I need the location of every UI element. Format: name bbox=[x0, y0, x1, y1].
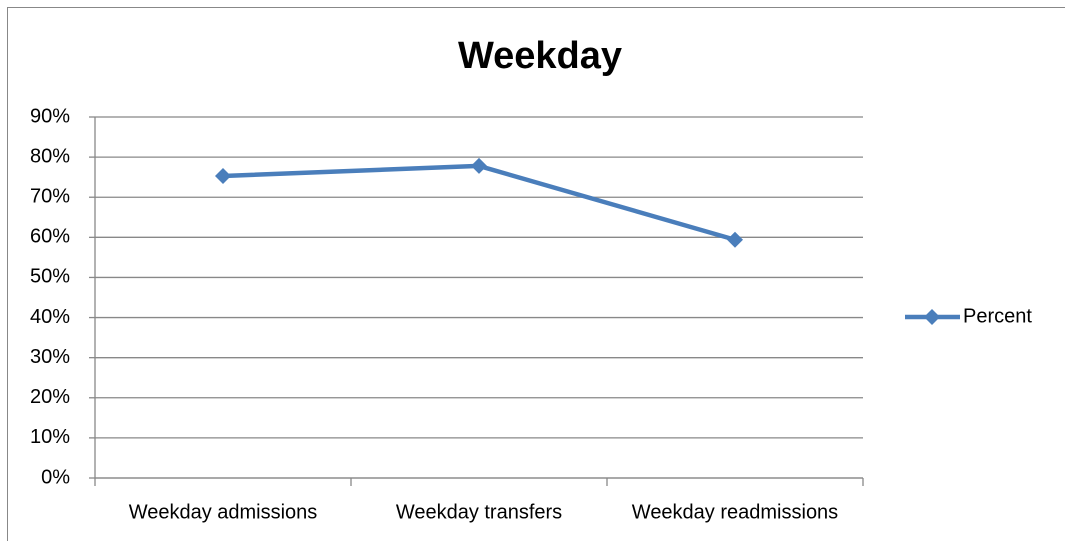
data-point bbox=[215, 167, 231, 184]
x-tick-label: Weekday readmissions bbox=[632, 501, 838, 523]
legend-label: Percent bbox=[963, 305, 1032, 327]
y-tick-label: 10% bbox=[30, 426, 70, 448]
y-tick-label: 70% bbox=[30, 186, 70, 208]
x-tick-label: Weekday transfers bbox=[396, 501, 562, 523]
data-point bbox=[471, 157, 487, 174]
y-tick-label: 20% bbox=[30, 386, 70, 408]
chart-title: Weekday bbox=[458, 35, 622, 77]
y-tick-label: 80% bbox=[30, 145, 70, 167]
y-tick-label: 90% bbox=[30, 105, 70, 127]
y-tick-label: 0% bbox=[41, 466, 70, 488]
y-tick-label: 30% bbox=[30, 346, 70, 368]
y-tick-label: 60% bbox=[30, 226, 70, 248]
legend-marker bbox=[924, 309, 940, 325]
chart-frame bbox=[7, 7, 1065, 541]
data-point bbox=[727, 231, 743, 248]
x-tick-label: Weekday admissions bbox=[129, 501, 318, 523]
y-tick-label: 40% bbox=[30, 306, 70, 328]
y-tick-label: 50% bbox=[30, 266, 70, 288]
